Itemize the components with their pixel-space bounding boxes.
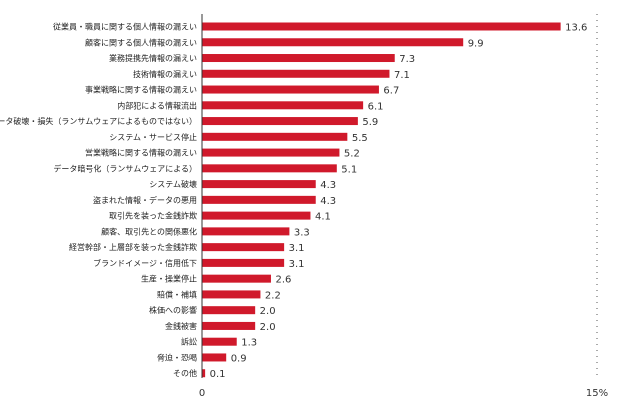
category-label: 内部犯による情報流出 bbox=[117, 100, 197, 110]
category-label: データ暗号化（ランサムウェアによる） bbox=[53, 163, 197, 173]
bar bbox=[202, 164, 337, 173]
bar bbox=[202, 258, 285, 267]
category-label: 生産・操業停止 bbox=[141, 274, 197, 284]
category-label: 取引先を装った金銭詐欺 bbox=[109, 211, 197, 221]
value-label: 6.7 bbox=[383, 86, 399, 97]
value-label: 5.2 bbox=[344, 149, 360, 160]
category-label: 金銭被害 bbox=[165, 321, 197, 331]
value-label: 7.1 bbox=[394, 70, 410, 81]
category-label: 技術情報の漏えい bbox=[133, 69, 197, 79]
value-label: 2.0 bbox=[260, 322, 276, 333]
bar bbox=[202, 132, 348, 141]
bar bbox=[202, 85, 379, 94]
bar bbox=[202, 227, 290, 236]
bar bbox=[202, 306, 256, 315]
category-label: データ破壊・損失（ランサムウェアによるものではない） bbox=[0, 116, 197, 126]
value-label: 5.1 bbox=[341, 164, 357, 175]
value-label: 5.5 bbox=[352, 133, 368, 144]
category-label: 顧客に関する個人情報の漏えい bbox=[85, 37, 197, 47]
value-label: 3.1 bbox=[289, 243, 305, 254]
bar bbox=[202, 22, 561, 31]
bar bbox=[202, 211, 311, 220]
value-label: 9.9 bbox=[468, 38, 484, 49]
value-label: 2.0 bbox=[260, 306, 276, 317]
chart-bars bbox=[202, 22, 561, 378]
chart-axes bbox=[201, 14, 598, 378]
bar bbox=[202, 54, 395, 63]
bar bbox=[202, 369, 206, 378]
category-label: 訴訟 bbox=[181, 337, 197, 347]
bar bbox=[202, 290, 261, 299]
x-tick-label: 15% bbox=[586, 388, 608, 399]
category-label: 業務提携先情報の漏えい bbox=[109, 53, 197, 63]
value-label: 4.3 bbox=[320, 180, 336, 191]
value-label: 7.3 bbox=[399, 54, 415, 65]
bar bbox=[202, 38, 464, 47]
category-label: 経営幹部・上層部を装った金銭詐欺 bbox=[69, 242, 197, 252]
value-labels: 13.6 9.9 7.3 7.1 6.7 6.1 5.9 5.5 5.2 5.1 4.3 4.3 4.1… bbox=[210, 23, 588, 381]
bar bbox=[202, 148, 340, 157]
category-labels: 従業員・職員に関する個人情報の漏えい顧客に関する個人情報の漏えい業務提携先情報の… bbox=[0, 22, 197, 379]
value-label: 3.1 bbox=[289, 259, 305, 270]
value-label: 2.6 bbox=[275, 275, 291, 286]
value-label: 4.1 bbox=[315, 212, 331, 223]
category-label: 従業員・職員に関する個人情報の漏えい bbox=[53, 22, 197, 32]
bar bbox=[202, 195, 316, 204]
bar bbox=[202, 321, 256, 330]
category-label: 顧客、取引先との関係悪化 bbox=[101, 226, 197, 236]
bar bbox=[202, 101, 364, 110]
bar bbox=[202, 353, 227, 362]
value-label: 13.6 bbox=[565, 23, 587, 34]
category-label: その他 bbox=[173, 368, 197, 378]
x-axis-ticks: 0 15% bbox=[199, 388, 608, 399]
value-label: 1.3 bbox=[241, 338, 257, 349]
category-label: 盗まれた情報・データの悪用 bbox=[93, 195, 197, 205]
value-label: 5.9 bbox=[362, 117, 378, 128]
bar bbox=[202, 180, 316, 189]
bar bbox=[202, 69, 390, 78]
bar bbox=[202, 337, 237, 346]
category-label: システム・サービス停止 bbox=[109, 132, 197, 142]
bar bbox=[202, 243, 285, 252]
category-label: 脅迫・恐喝 bbox=[157, 352, 197, 362]
category-label: ブランドイメージ・信用低下 bbox=[93, 258, 197, 268]
category-label: 賠償・補填 bbox=[157, 289, 197, 299]
value-label: 2.2 bbox=[265, 290, 281, 301]
category-label: 事業戦略に関する情報の漏えい bbox=[85, 85, 197, 95]
value-label: 6.1 bbox=[368, 101, 384, 112]
value-label: 0.1 bbox=[210, 369, 226, 380]
category-label: システム破壊 bbox=[149, 179, 197, 189]
bar bbox=[202, 274, 271, 283]
x-tick-label: 0 bbox=[199, 388, 205, 399]
value-label: 3.3 bbox=[294, 227, 310, 238]
bar bbox=[202, 117, 358, 126]
value-label: 0.9 bbox=[231, 353, 247, 364]
category-label: 営業戦略に関する情報の漏えい bbox=[85, 148, 197, 158]
value-label: 4.3 bbox=[320, 196, 336, 207]
category-label: 株価への影響 bbox=[149, 305, 197, 315]
